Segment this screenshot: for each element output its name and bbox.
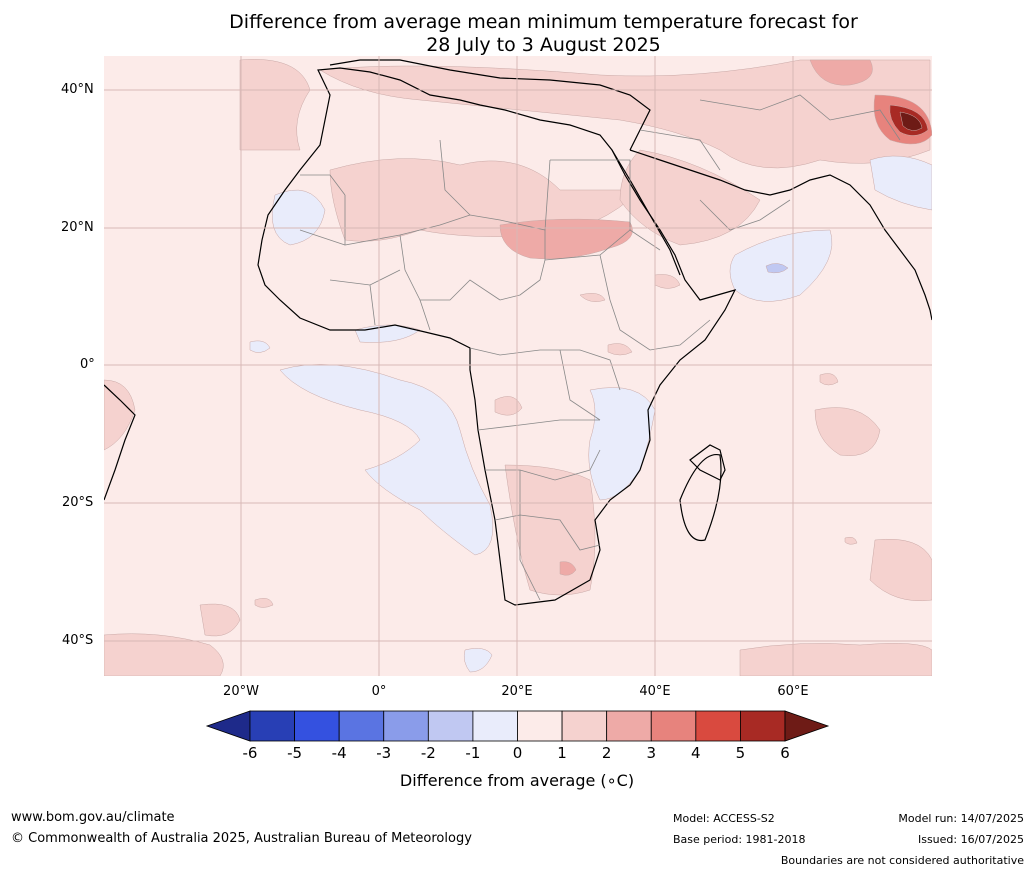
lat-label-20s: 20°S bbox=[62, 495, 94, 510]
colorbar-tick-label: -6 bbox=[242, 744, 258, 762]
lon-label-20w: 20°W bbox=[223, 684, 259, 699]
colorbar-tick-label: 4 bbox=[691, 744, 701, 762]
map-title-line2: 28 July to 3 August 2025 bbox=[426, 34, 661, 56]
colorbar-tick-label: 2 bbox=[601, 744, 612, 762]
colorbar-segment bbox=[517, 710, 563, 742]
footer-copyright: © Commonwealth of Australia 2025, Austra… bbox=[11, 831, 472, 846]
map-gridlines bbox=[104, 56, 932, 676]
colorbar-tick-label: 3 bbox=[646, 744, 657, 762]
footer-disclaimer: Boundaries are not considered authoritat… bbox=[780, 854, 1024, 867]
colorbar-segment bbox=[427, 710, 474, 742]
colorbar-segment bbox=[650, 710, 697, 742]
lat-label-0: 0° bbox=[80, 357, 95, 372]
lat-label-40s: 40°S bbox=[62, 633, 94, 648]
colorbar-segment bbox=[740, 710, 786, 742]
footer-issued: Issued: 16/07/2025 bbox=[917, 833, 1024, 846]
colorbar-title: Difference from average (∘C) bbox=[399, 771, 635, 790]
colorbar-tick-label: 1 bbox=[557, 744, 567, 762]
map-title-line1: Difference from average mean minimum tem… bbox=[229, 11, 858, 33]
lon-label-0: 0° bbox=[371, 684, 387, 699]
footer-model-run: Model run: 14/07/2025 bbox=[898, 812, 1024, 825]
colorbar-segment bbox=[294, 710, 340, 742]
colorbar-arrow-low bbox=[205, 710, 251, 742]
colorbar bbox=[205, 710, 830, 742]
colorbar-segment bbox=[561, 710, 608, 742]
colorbar-segment bbox=[338, 710, 385, 742]
colorbar-tick-label: 6 bbox=[780, 744, 790, 762]
colorbar-tick-label: -4 bbox=[331, 744, 347, 762]
colorbar-segment bbox=[383, 710, 429, 742]
footer-model: Model: ACCESS-S2 bbox=[673, 812, 775, 825]
lon-label-60e: 60°E bbox=[777, 684, 809, 699]
colorbar-segment bbox=[695, 710, 741, 742]
footer-website: www.bom.gov.au/climate bbox=[11, 810, 175, 825]
colorbar-tick-label: -3 bbox=[376, 744, 392, 762]
colorbar-tick-label: -5 bbox=[287, 744, 303, 762]
lon-label-20e: 20°E bbox=[501, 684, 533, 699]
colorbar-arrow-high bbox=[784, 710, 830, 742]
colorbar-tick-label: -2 bbox=[420, 744, 436, 762]
colorbar-tick-label: 5 bbox=[735, 744, 746, 762]
lat-label-20n: 20°N bbox=[61, 220, 94, 235]
lon-label-40e: 40°E bbox=[639, 684, 671, 699]
colorbar-segment bbox=[606, 710, 652, 742]
colorbar-tick-label: -1 bbox=[465, 744, 481, 762]
footer-base-period: Base period: 1981-2018 bbox=[673, 833, 806, 846]
colorbar-segment bbox=[249, 710, 295, 742]
lat-label-40n: 40°N bbox=[61, 82, 94, 97]
coastlines bbox=[104, 59, 932, 606]
anomaly-shading bbox=[104, 59, 932, 676]
colorbar-tick-label: 0 bbox=[512, 744, 523, 762]
colorbar-segment bbox=[472, 710, 518, 742]
